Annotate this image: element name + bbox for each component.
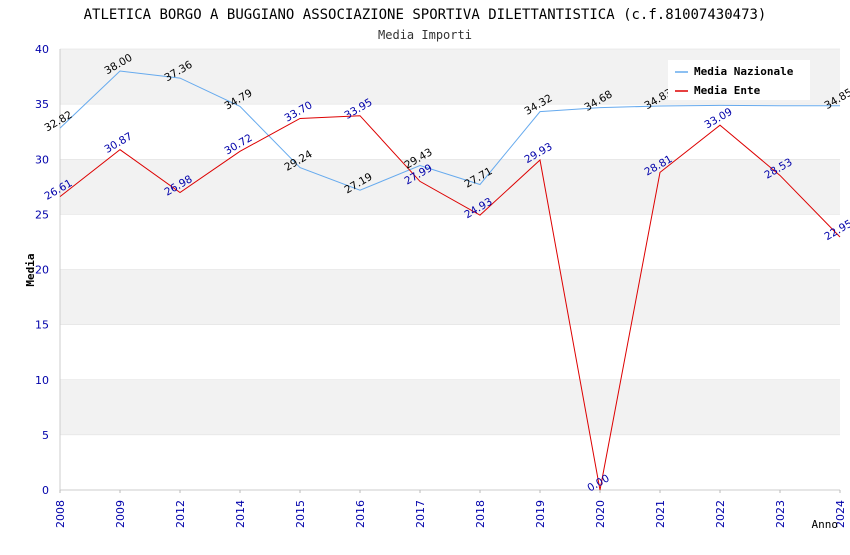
x-tick-label: 2020 — [594, 500, 607, 528]
y-tick-label: 25 — [35, 208, 49, 221]
x-tick-label: 2012 — [174, 500, 187, 528]
x-tick-label: 2022 — [714, 500, 727, 528]
y-tick-label: 5 — [42, 429, 49, 442]
y-tick-labels: 0 5 10 15 20 25 30 35 40 — [35, 43, 49, 497]
legend: Media Nazionale Media Ente — [668, 60, 810, 100]
y-tick-label: 35 — [35, 98, 49, 111]
x-tick-label: 2008 — [54, 500, 67, 528]
data-label-media-nazionale: 32.82 — [42, 109, 74, 134]
data-label-media-ente: 22.95 — [822, 218, 850, 243]
x-tick-label: 2015 — [294, 500, 307, 528]
grid-band — [60, 269, 840, 325]
series-line-media-nazionale — [59, 70, 840, 191]
grid-band — [60, 159, 840, 215]
x-tick-label: 2017 — [414, 500, 427, 528]
data-label-media-ente: 0.00 — [585, 472, 611, 494]
chart-title: ATLETICA BORGO A BUGGIANO ASSOCIAZIONE S… — [84, 7, 767, 23]
axes — [59, 49, 840, 491]
y-axis-title: Media — [24, 253, 37, 286]
data-label-media-ente: 30.87 — [102, 130, 134, 155]
x-tick-label: 2009 — [114, 500, 127, 528]
data-label-media-ente: 30.72 — [222, 132, 254, 157]
x-tick-label: 2014 — [234, 500, 247, 528]
data-label-media-ente: 33.09 — [702, 106, 734, 131]
y-tick-label: 15 — [35, 319, 49, 332]
chart-subtitle: Media Importi — [378, 28, 472, 42]
x-tick-label: 2018 — [474, 500, 487, 528]
y-tick-label: 30 — [35, 153, 49, 166]
legend-label-media-nazionale: Media Nazionale — [694, 65, 794, 78]
grid-band — [60, 379, 840, 435]
y-tick-label: 10 — [35, 374, 49, 387]
y-tick-label: 40 — [35, 43, 49, 56]
x-tick-label: 2016 — [354, 500, 367, 528]
y-tick-label: 0 — [42, 484, 49, 497]
x-tick-label: 2023 — [774, 500, 787, 528]
series-line-media-ente — [59, 115, 841, 491]
x-tick-labels: 2008 2009 2012 2014 2015 2016 2017 2018 2019 2020… — [54, 490, 847, 528]
legend-label-media-ente: Media Ente — [694, 84, 761, 97]
x-axis-title: Anno — [812, 518, 839, 531]
x-tick-label: 2021 — [654, 500, 667, 528]
y-tick-label: 20 — [35, 264, 49, 277]
x-tick-label: 2019 — [534, 500, 547, 528]
series-lines — [59, 70, 841, 491]
legend-background — [668, 60, 810, 100]
x-tick-label: 2024 — [834, 500, 847, 528]
